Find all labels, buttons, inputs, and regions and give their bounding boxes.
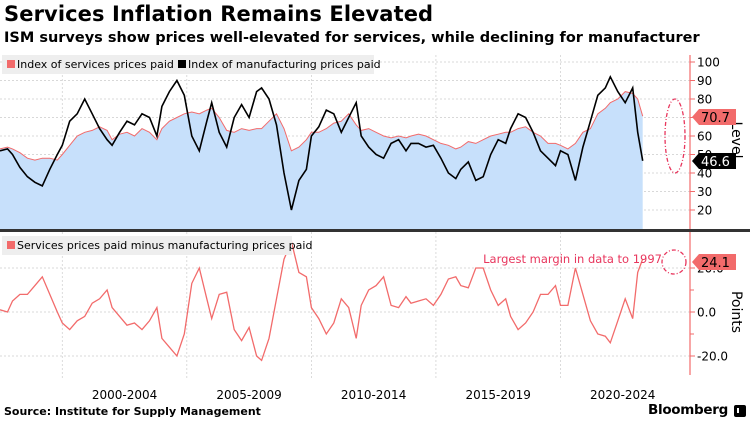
top-y-axis-label: Level xyxy=(728,122,744,159)
bloomberg-terminal-icon xyxy=(734,405,746,417)
manufacturing-line xyxy=(0,74,644,211)
highlight-ellipse xyxy=(664,98,686,174)
chart-subtitle: ISM surveys show prices well-elevated fo… xyxy=(4,30,700,46)
top-legend-box xyxy=(2,55,374,74)
x-tick-label: 2000-2004 xyxy=(92,388,157,402)
top-tick-label: 40 xyxy=(697,167,712,181)
top-tick-label: 60 xyxy=(697,130,712,144)
manufacturing-last-value-callout: 46.6 xyxy=(692,153,736,170)
top-panel: Index of services prices paid Index of m… xyxy=(0,55,744,230)
x-tick-label: 2015-2019 xyxy=(465,388,530,402)
annotation-largest-margin: Largest margin in data to 1997 xyxy=(483,252,662,266)
top-tick-label: 80 xyxy=(697,93,712,107)
bottom-tick-label: -20.0 xyxy=(697,350,728,364)
top-tick-label: 100 xyxy=(697,56,720,70)
bloomberg-logo: Bloomberg xyxy=(648,402,728,418)
difference-last-value-callout: 24.1 xyxy=(692,254,736,271)
top-tick-label: 30 xyxy=(697,185,712,199)
x-tick-label: 2020-2024 xyxy=(590,388,655,402)
x-tick-label: 2005-2009 xyxy=(216,388,281,402)
x-tick-label: 2010-2014 xyxy=(341,388,406,402)
highlight-circle xyxy=(661,249,687,275)
legend-label-manufacturing: Index of manufacturing prices paid xyxy=(188,58,381,71)
panel-divider xyxy=(0,229,750,232)
services-last-value: 70.7 xyxy=(701,111,730,126)
difference-last-value: 24.1 xyxy=(701,256,730,271)
services-last-value-callout: 70.7 xyxy=(692,109,736,126)
services-area-fill xyxy=(0,91,643,229)
legend-swatch-services xyxy=(7,60,15,68)
bottom-y-ticks: -20.00.020.0 xyxy=(690,262,728,364)
chart-title: Services Inflation Remains Elevated xyxy=(4,2,434,26)
top-y-ticks: 2030405060708090100 xyxy=(690,56,720,218)
source-note: Source: Institute for Supply Management xyxy=(4,405,261,418)
top-tick-label: 20 xyxy=(697,204,712,218)
bottom-y-axis-label: Points xyxy=(728,291,744,333)
x-axis-labels: 2000-2004 2005-2009 2010-2014 2015-2019 2020… xyxy=(92,388,656,402)
services-line xyxy=(0,91,644,161)
legend-swatch-difference xyxy=(7,241,15,249)
legend-label-difference: Services prices paid minus manufacturing… xyxy=(17,239,312,252)
manufacturing-last-value: 46.6 xyxy=(701,155,730,170)
legend-label-services: Index of services prices paid xyxy=(17,58,174,71)
top-tick-label: 90 xyxy=(697,74,712,88)
bottom-panel: Services prices paid minus manufacturing… xyxy=(0,232,744,380)
bottom-legend-box xyxy=(2,236,292,255)
difference-line xyxy=(0,239,644,362)
bottom-tick-label: 0.0 xyxy=(697,306,716,320)
legend-swatch-manufacturing xyxy=(178,60,186,68)
